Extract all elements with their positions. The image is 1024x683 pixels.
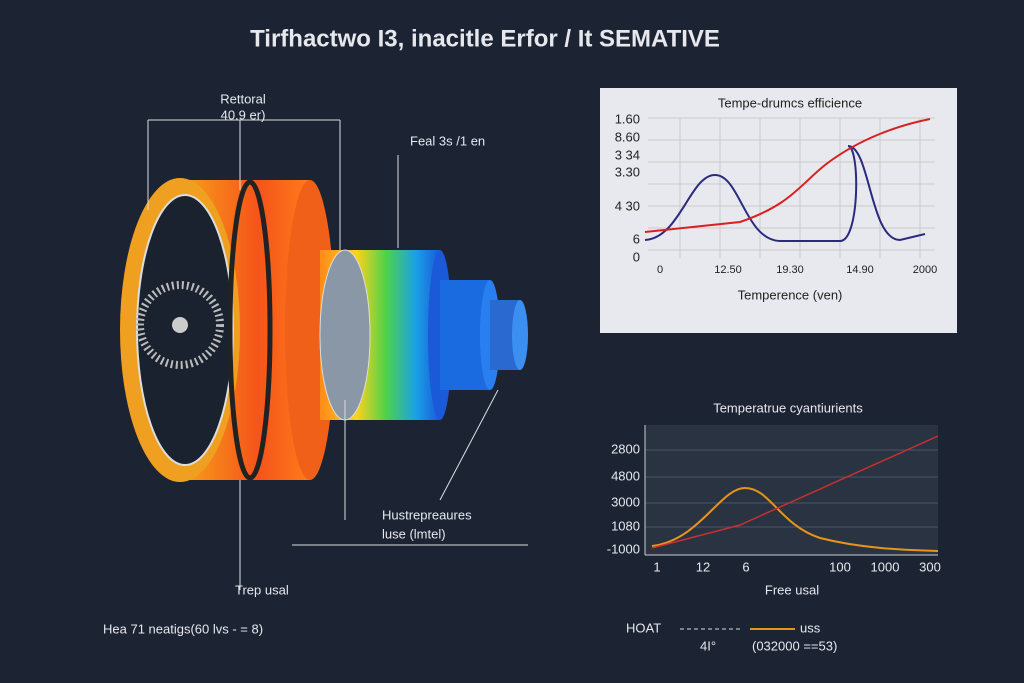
x-tick-label: 100	[829, 559, 851, 574]
x-tick-label: 14.90	[846, 264, 874, 276]
y-tick-label: 0	[633, 249, 640, 264]
callout: Feal 3s /1 en	[410, 133, 485, 148]
callout: Trep usal	[235, 582, 289, 597]
title: Tirfhactwo I3, inacitle Erfor / It SEMAT…	[250, 25, 720, 52]
callout: Rettoral	[220, 91, 266, 106]
y-tick-label: 1.60	[615, 111, 640, 126]
callout: Hustrepreaures	[382, 507, 472, 522]
x-axis-label: Temperence (ven)	[738, 287, 843, 302]
x-tick-label: 1000	[871, 559, 900, 574]
y-tick-label: 4800	[611, 468, 640, 483]
y-tick-label: 8.60	[615, 129, 640, 144]
y-tick-label: 6	[633, 231, 640, 246]
x-tick-label: 300	[919, 559, 941, 574]
x-tick-label: 19.30	[776, 264, 804, 276]
chart-title: Tempe-drumcs efficience	[718, 95, 862, 110]
y-tick-label: 1080	[611, 518, 640, 533]
callout: 40.9 er)	[221, 107, 266, 122]
x-tick-label: 12	[696, 559, 710, 574]
y-tick-label: 3 34	[615, 147, 640, 162]
callout: luse (lmtel)	[382, 526, 446, 541]
callout: Hea 71 neatigs(60 lvs - = 8)	[103, 621, 263, 636]
chart-panel	[600, 88, 957, 333]
y-tick-label: 4 30	[615, 198, 640, 213]
y-tick-label: 2800	[611, 441, 640, 456]
x-tick-label: 0	[657, 264, 663, 276]
x-tick-label: 6	[742, 559, 749, 574]
legend-label: HOAT	[626, 620, 661, 635]
legend-note: (032000 ==53)	[752, 638, 837, 653]
y-tick-label: -1000	[607, 541, 640, 556]
x-axis-label: Free usal	[765, 582, 819, 597]
turbine	[120, 119, 528, 590]
chart-title: Temperatrue cyantiurients	[713, 400, 863, 415]
chart-panel	[644, 425, 939, 556]
legend-note: 4I°	[700, 638, 716, 653]
x-tick-label: 12.50	[714, 264, 742, 276]
x-tick-label: 2000	[913, 264, 937, 276]
y-tick-label: 3000	[611, 494, 640, 509]
legend-label: uss	[800, 620, 821, 635]
x-tick-label: 1	[653, 559, 660, 574]
y-tick-label: 3.30	[615, 164, 640, 179]
